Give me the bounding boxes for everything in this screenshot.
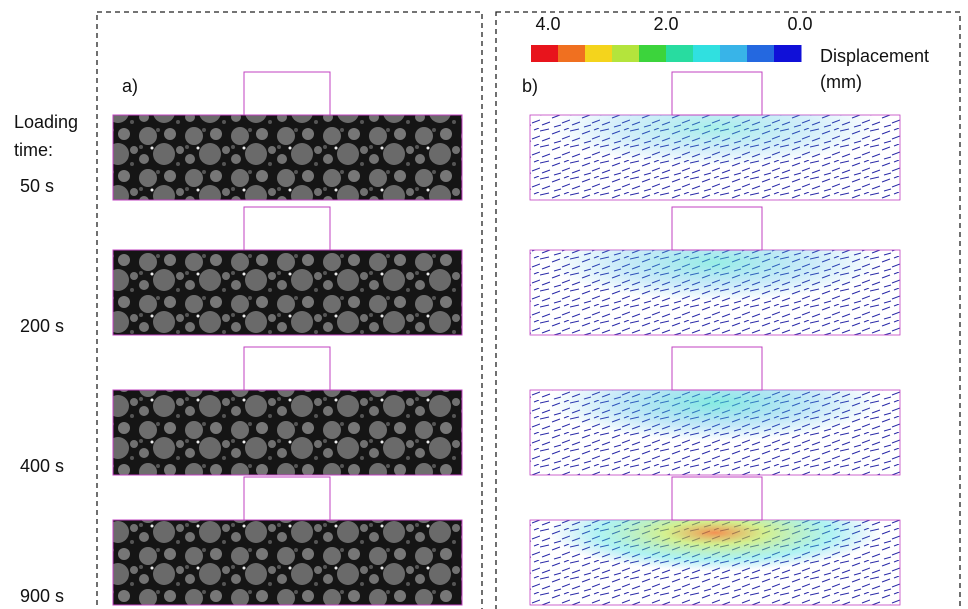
loading-plate xyxy=(243,71,331,116)
particle-sample xyxy=(112,114,463,201)
time-label: 900 s xyxy=(20,586,64,606)
panel-label: a) xyxy=(122,76,138,96)
colorbar-tick: 0.0 xyxy=(787,14,812,34)
time-label: 400 s xyxy=(20,456,64,476)
colorbar-swatch xyxy=(585,45,613,62)
colorbar-swatch xyxy=(720,45,748,62)
loading-plate xyxy=(671,476,763,521)
loading-plate xyxy=(243,346,331,391)
loading-plate xyxy=(243,476,331,521)
colorbar-title: (mm) xyxy=(820,72,862,92)
panel-label: b) xyxy=(522,76,538,96)
colorbar-swatch xyxy=(693,45,721,62)
colorbar-swatch xyxy=(666,45,694,62)
colorbar xyxy=(531,45,802,62)
colorbar-title: Displacement xyxy=(820,46,929,66)
frame-a xyxy=(96,11,483,609)
particle-sample xyxy=(112,249,463,336)
displacement-glow xyxy=(530,390,900,475)
loading-plate xyxy=(671,71,763,116)
colorbar-swatch xyxy=(774,45,802,62)
colorbar-swatch xyxy=(747,45,775,62)
colorbar-swatch xyxy=(558,45,586,62)
colorbar-swatch xyxy=(612,45,640,62)
colorbar-swatch xyxy=(639,45,667,62)
loading-plate xyxy=(243,206,331,251)
particle-sample xyxy=(112,519,463,606)
loading-label: time: xyxy=(14,140,53,160)
colorbar-tick: 2.0 xyxy=(653,14,678,34)
colorbar-swatch xyxy=(531,45,559,62)
time-label: 200 s xyxy=(20,316,64,336)
displacement-glow xyxy=(530,115,900,200)
loading-plate xyxy=(671,346,763,391)
loading-plate xyxy=(671,206,763,251)
displacement-glow xyxy=(530,520,900,605)
frame-b xyxy=(495,11,961,609)
displacement-glow xyxy=(530,250,900,335)
panels xyxy=(112,71,901,606)
loading-label: Loading xyxy=(14,112,78,132)
time-label: 50 s xyxy=(20,176,54,196)
particle-sample xyxy=(112,389,463,476)
colorbar-tick: 4.0 xyxy=(535,14,560,34)
